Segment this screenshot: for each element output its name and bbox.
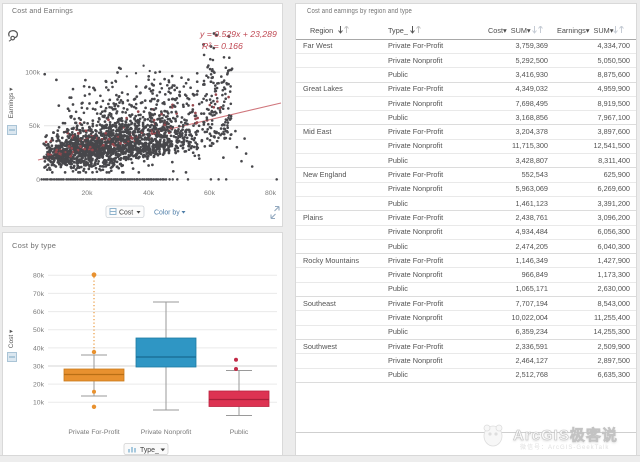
svg-text:70k: 70k — [33, 291, 45, 298]
svg-text:20k: 20k — [82, 190, 94, 197]
svg-text:20k: 20k — [33, 382, 45, 389]
svg-text:40k: 40k — [143, 190, 155, 197]
svg-text:50k: 50k — [29, 123, 41, 130]
svg-text:100k: 100k — [25, 69, 40, 76]
svg-text:Color by: Color by — [154, 209, 180, 216]
svg-text:Cost: Cost — [119, 209, 133, 216]
svg-text:40k: 40k — [33, 345, 45, 352]
svg-text:10k: 10k — [33, 400, 45, 407]
svg-text:y = 0.529x + 23,289: y = 0.529x + 23,289 — [199, 29, 277, 39]
svg-text:50k: 50k — [33, 327, 45, 334]
svg-text:Private Nonprofit: Private Nonprofit — [141, 429, 192, 436]
svg-text:0: 0 — [36, 177, 40, 184]
svg-text:80k: 80k — [265, 190, 277, 197]
svg-text:30k: 30k — [33, 363, 45, 370]
svg-text:Public: Public — [230, 429, 249, 436]
svg-text:Type_: Type_ — [140, 447, 159, 454]
svg-text:80k: 80k — [33, 273, 45, 280]
svg-text:R² = 0.166: R² = 0.166 — [202, 41, 243, 51]
svg-text:60k: 60k — [33, 309, 45, 316]
svg-text:Private For-Profit: Private For-Profit — [68, 429, 119, 436]
svg-text:60k: 60k — [204, 190, 216, 197]
